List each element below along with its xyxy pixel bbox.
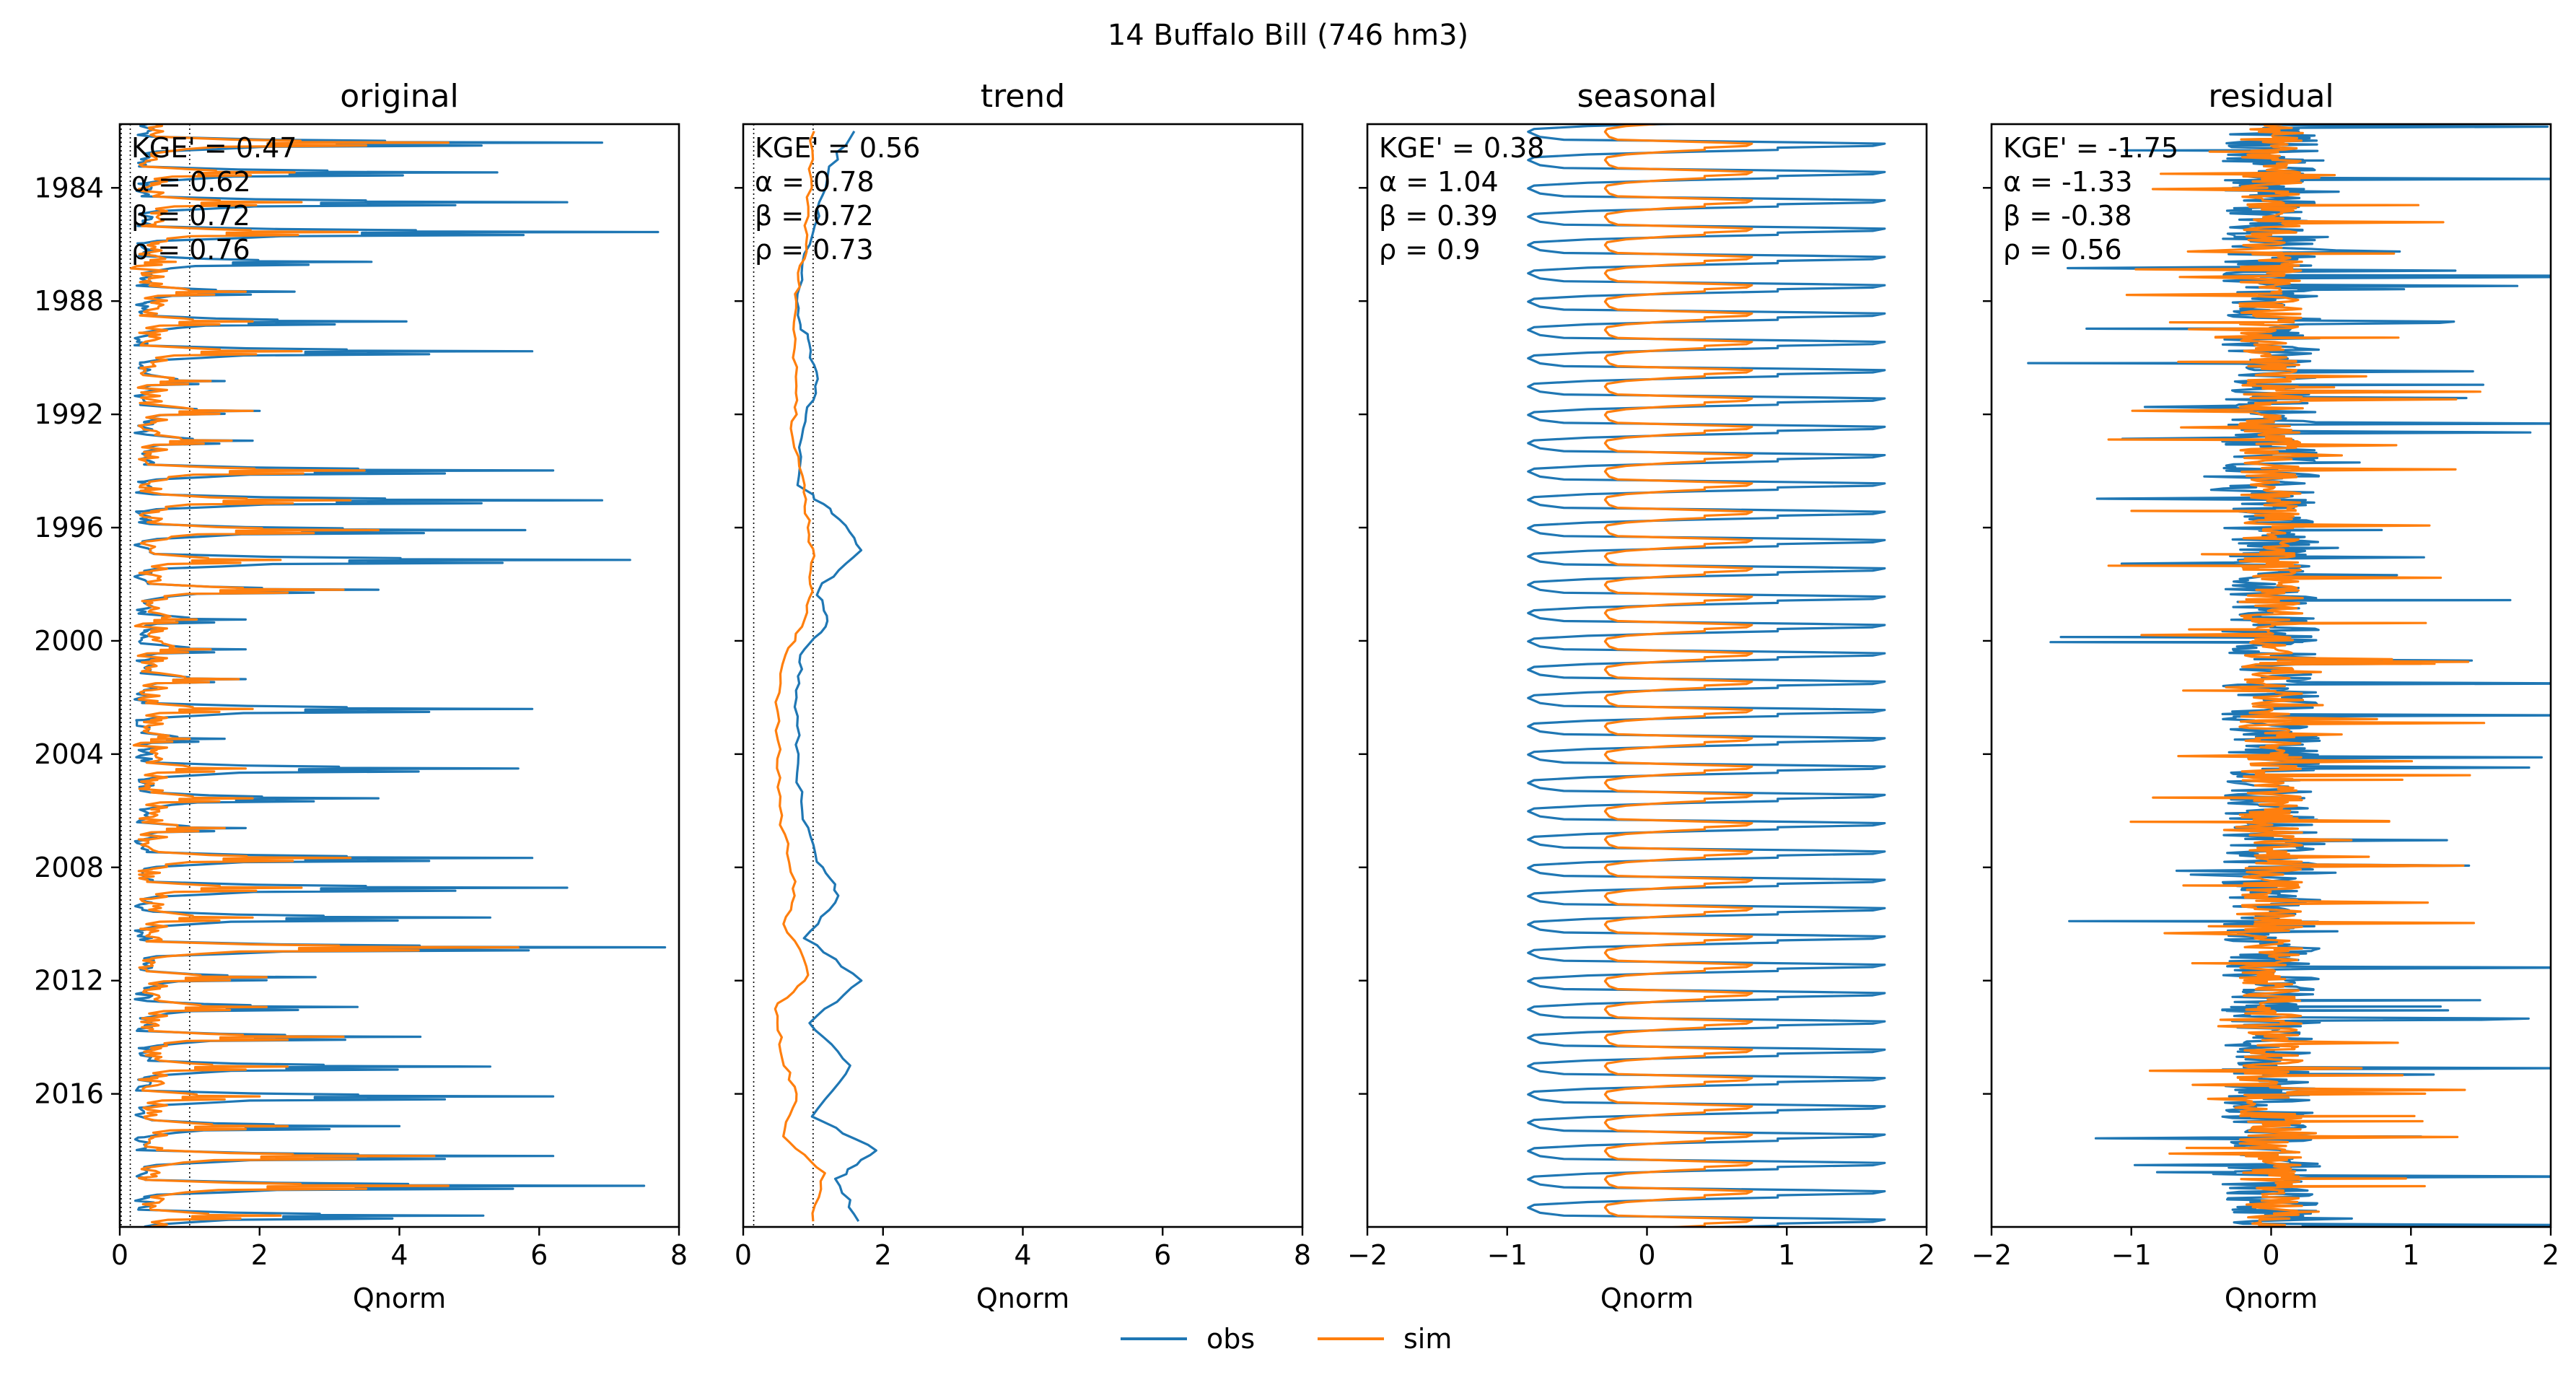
- x-tick-label: 1: [1778, 1239, 1795, 1271]
- y-tick-label: 2012: [34, 965, 104, 997]
- x-tick-label: 2: [251, 1239, 268, 1271]
- x-tick-label: 6: [1154, 1239, 1171, 1271]
- y-tick-label: 1992: [34, 398, 104, 430]
- stat-label: ρ = 0.76: [131, 234, 250, 266]
- stat-label: ρ = 0.73: [755, 234, 874, 266]
- y-tick-label: 1984: [34, 172, 104, 204]
- plot-area-original: [121, 124, 667, 1227]
- stat-label: β = 0.72: [131, 200, 250, 232]
- x-tick-label: 0: [1638, 1239, 1655, 1271]
- x-tick-label: 2: [2542, 1239, 2559, 1271]
- x-tick-label: 4: [1014, 1239, 1031, 1271]
- x-axis-label: Qnorm: [1600, 1283, 1694, 1314]
- x-tick-label: 0: [111, 1239, 128, 1271]
- stat-label: β = 0.39: [1379, 200, 1498, 232]
- stat-label: α = 1.04: [1379, 166, 1499, 198]
- series-line-sim: [2107, 124, 2486, 1227]
- panel-original: original 0 2 4 6 8 Qnorm 1984 1988 1992 1996 2000 20…: [34, 78, 688, 1314]
- x-axis-label: Qnorm: [976, 1283, 1069, 1314]
- y-tick-label: 2000: [34, 625, 104, 657]
- series-line-sim: [774, 131, 826, 1222]
- x-tick-label: 8: [1294, 1239, 1311, 1271]
- stat-label: α = 0.62: [131, 166, 251, 198]
- panel-title: trend: [981, 78, 1065, 115]
- series-line-sim: [129, 124, 520, 1227]
- panel-title: original: [340, 78, 458, 115]
- series-line-sim: [1603, 124, 1753, 1227]
- stat-label: ρ = 0.9: [1379, 234, 1481, 266]
- stat-label: KGE' = 0.38: [1379, 132, 1544, 164]
- series-line-obs: [793, 130, 877, 1223]
- x-tick-label: 8: [670, 1239, 688, 1271]
- stat-label: α = 0.78: [755, 166, 875, 198]
- plot-area-residual: [2027, 124, 2551, 1227]
- x-tick-label: 1: [2402, 1239, 2419, 1271]
- x-tick-label: 0: [2262, 1239, 2279, 1271]
- figure-title: 14 Buffalo Bill (746 hm3): [1108, 19, 1468, 52]
- y-tick-label: 2004: [34, 738, 104, 770]
- y-tick-label: 1996: [34, 512, 104, 543]
- x-axis-label: Qnorm: [2225, 1283, 2318, 1314]
- series-line-obs: [1527, 124, 1886, 1227]
- plot-area-seasonal: [1527, 124, 1886, 1227]
- x-tick-label: −1: [2111, 1239, 2152, 1271]
- y-tick-label: 2008: [34, 852, 104, 883]
- panel-residual: residual −2 −1 0 1 2 Qnorm KGE' = -1.75α = -1.3…: [1971, 78, 2559, 1314]
- x-tick-label: 2: [1918, 1239, 1935, 1271]
- panel-title: seasonal: [1577, 78, 1717, 115]
- x-tick-label: −1: [1487, 1239, 1528, 1271]
- stat-label: β = 0.72: [755, 200, 874, 232]
- x-tick-label: −2: [1971, 1239, 2012, 1271]
- panel-title: residual: [2208, 78, 2334, 115]
- x-axis-label: Qnorm: [353, 1283, 446, 1314]
- legend-obs-label: obs: [1206, 1323, 1255, 1355]
- x-tick-label: 6: [530, 1239, 548, 1271]
- x-tick-label: −2: [1347, 1239, 1388, 1271]
- y-tick-label: 2016: [34, 1078, 104, 1110]
- stat-label: KGE' = 0.56: [755, 132, 920, 164]
- x-tick-label: 4: [390, 1239, 408, 1271]
- stat-label: β = -0.38: [2003, 200, 2132, 232]
- legend-sim-label: sim: [1403, 1323, 1452, 1355]
- panel-trend: trend 0 2 4 6 8 Qnorm KGE' = 0.56α = 0.78β = 0.…: [735, 78, 1311, 1314]
- stat-label: α = -1.33: [2003, 166, 2132, 198]
- stat-label: KGE' = 0.47: [131, 132, 297, 164]
- x-tick-label: 0: [735, 1239, 752, 1271]
- plot-area-trend: [753, 124, 877, 1227]
- stat-label: ρ = 0.56: [2003, 234, 2122, 266]
- y-tick-label: 1988: [34, 285, 104, 317]
- panel-seasonal: seasonal −2 −1 0 1 2 Qnorm KGE' = 0.38α = 1.04β…: [1347, 78, 1935, 1314]
- legend: obs sim: [1121, 1323, 1452, 1355]
- stat-label: KGE' = -1.75: [2003, 132, 2178, 164]
- x-tick-label: 2: [875, 1239, 892, 1271]
